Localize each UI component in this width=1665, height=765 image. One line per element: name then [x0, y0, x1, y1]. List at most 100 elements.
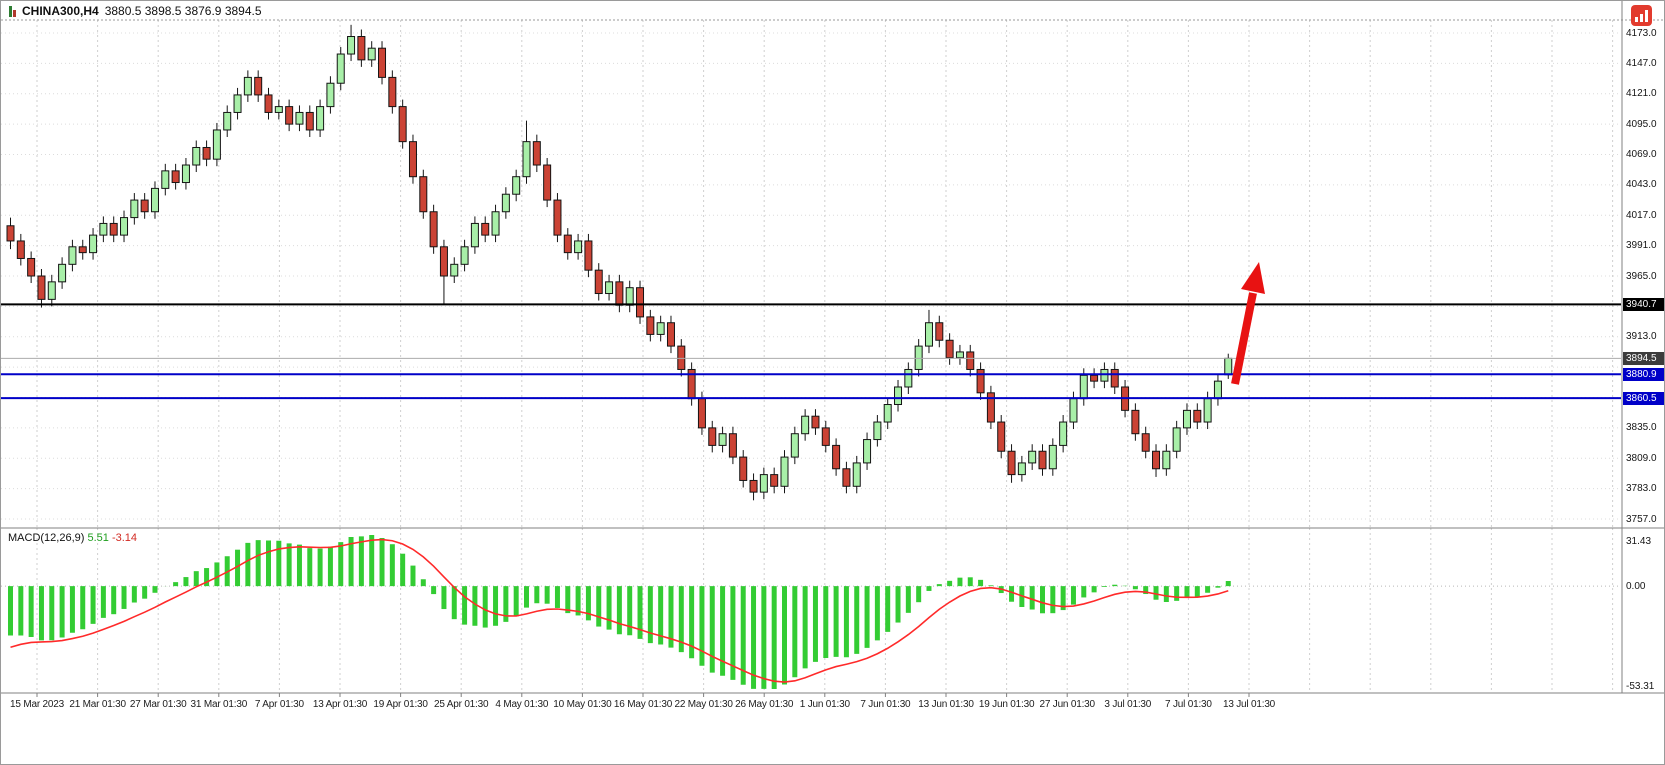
macd-layer[interactable] — [1, 535, 1621, 689]
candle-body — [161, 170, 170, 189]
candle-body — [1203, 398, 1212, 423]
candle-body — [264, 94, 273, 113]
candle-body — [1048, 444, 1057, 470]
macd-tick-label: -53.31 — [1626, 680, 1655, 692]
candle-body — [1110, 368, 1119, 388]
candle-body — [16, 240, 25, 259]
candle-body — [605, 281, 614, 295]
time-tick-label: 10 May 01:30 — [553, 699, 612, 710]
macd-tick-label: 31.43 — [1626, 535, 1652, 547]
candle-body — [1213, 380, 1222, 400]
candles-layer[interactable] — [6, 24, 1233, 501]
candle-body — [27, 257, 36, 277]
time-tick-label: 21 Mar 01:30 — [69, 699, 126, 710]
candle-body — [336, 53, 345, 84]
candle-body — [718, 433, 727, 446]
price-tick-label: 3991.0 — [1626, 240, 1657, 252]
candle-body — [666, 322, 675, 347]
candle-body — [223, 111, 232, 131]
candle-body — [6, 225, 15, 242]
candle-body — [1100, 368, 1109, 382]
macd-signal-line — [10, 538, 1229, 683]
candle-body — [419, 176, 428, 213]
price-tick-label: 4043.0 — [1626, 179, 1657, 191]
candle-body — [553, 199, 562, 236]
candle-body — [212, 129, 221, 160]
price-tick-label: 3965.0 — [1626, 270, 1657, 282]
candle-body — [1079, 374, 1088, 400]
time-tick-label: 27 Mar 01:30 — [129, 699, 187, 710]
candle-body — [1141, 433, 1150, 452]
candle-body — [1017, 462, 1026, 476]
price-level-badge: 3860.5 — [1623, 391, 1664, 405]
price-tick-label: 3757.0 — [1626, 513, 1657, 525]
candle-body — [347, 36, 356, 55]
candle-body — [986, 392, 995, 423]
candle-body — [408, 141, 417, 178]
candle-body — [285, 106, 294, 125]
candle-body — [739, 456, 748, 481]
candle-body — [316, 106, 325, 131]
chart-title: CHINA300,H4 3880.5 3898.5 3876.9 3894.5 — [9, 4, 262, 18]
candle-body — [615, 281, 624, 306]
candle-body — [543, 164, 552, 201]
candle-body — [367, 47, 376, 61]
macd-tick-label: 0.00 — [1626, 580, 1646, 592]
time-axis[interactable]: 15 Mar 2023 21 Mar 01:30 27 Mar 01:30 31 Ma… — [1, 699, 1621, 715]
candle-body — [1152, 450, 1161, 470]
candle-body — [99, 222, 108, 236]
candle-body — [37, 275, 46, 300]
candle-body — [512, 176, 521, 195]
candle-body — [1069, 398, 1078, 423]
candle-body — [790, 433, 799, 458]
candle-body — [821, 427, 830, 446]
trend-arrow[interactable] — [1231, 262, 1265, 385]
candle-body — [966, 351, 975, 370]
symbol-ohlc-values: 3880.5 3898.5 3876.9 3894.5 — [104, 4, 262, 18]
price-level-badge: 3940.7 — [1623, 297, 1664, 311]
candle-body — [1224, 357, 1233, 376]
candle-body — [914, 345, 923, 370]
candle-body — [935, 322, 944, 341]
candle-body — [563, 234, 572, 254]
candle-body — [780, 456, 789, 487]
time-tick-label: 19 Jun 01:30 — [978, 699, 1035, 710]
candle-body — [811, 415, 820, 429]
price-tick-label: 4121.0 — [1626, 88, 1657, 100]
candle-body — [109, 222, 118, 236]
time-tick-label: 3 Jul 01:30 — [1104, 699, 1152, 710]
candle-body — [832, 444, 841, 470]
candle-body — [460, 246, 469, 265]
candle-body — [1172, 427, 1181, 452]
candle-body — [47, 281, 56, 300]
candle-body — [873, 421, 882, 441]
candle-body — [574, 240, 583, 254]
time-tick-label: 13 Jul 01:30 — [1222, 699, 1276, 710]
candle-body — [1007, 450, 1016, 476]
macd-name: MACD(12,26,9) — [8, 532, 85, 544]
candle-body — [233, 94, 242, 113]
time-tick-label: 7 Apr 01:30 — [254, 699, 304, 710]
candle-body — [594, 269, 603, 295]
candle-body — [759, 474, 768, 493]
macd-main-value: 5.51 — [87, 532, 109, 544]
candle-body — [181, 164, 190, 184]
levels-layer[interactable] — [1, 303, 1621, 400]
candle-body — [1193, 409, 1202, 423]
candle-body — [1028, 450, 1037, 464]
price-axis[interactable]: 4173.0 4147.0 4121.0 4095.0 4069.0 4043.0 4017… — [1623, 1, 1664, 764]
candle-body — [749, 479, 758, 493]
candle-body — [150, 187, 159, 213]
candle-body — [378, 47, 387, 78]
price-tick-label: 3835.0 — [1626, 422, 1657, 434]
candle-body — [924, 322, 933, 347]
candle-body — [883, 404, 892, 423]
candle-body — [646, 316, 655, 335]
price-tick-label: 3913.0 — [1626, 331, 1657, 343]
price-level-badge: 3880.9 — [1623, 367, 1664, 381]
candle-body — [1038, 450, 1047, 470]
candle-body — [274, 106, 283, 113]
price-tick-label: 3783.0 — [1626, 483, 1657, 495]
